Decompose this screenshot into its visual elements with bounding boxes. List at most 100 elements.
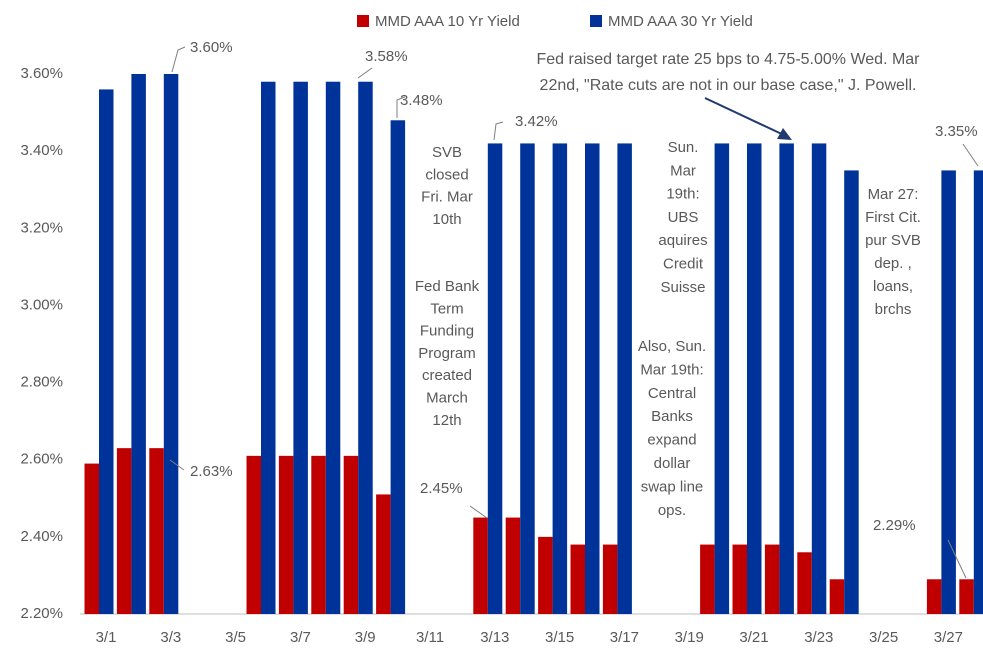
annotation: 22nd, "Rate cuts are not in our base cas… [540, 77, 917, 94]
bar [844, 170, 859, 614]
bar [246, 455, 261, 614]
x-tick-label: 3/9 [355, 629, 376, 646]
bar [764, 544, 780, 614]
bar [261, 81, 276, 614]
annotation: Program [418, 345, 476, 362]
data-label: 3.60% [190, 39, 233, 56]
bar [552, 143, 568, 614]
annotation: closed [425, 166, 468, 183]
bar [829, 579, 845, 614]
annotation: 12th [432, 412, 461, 429]
annotation: expand [647, 432, 696, 449]
y-tick-label: 3.20% [20, 219, 63, 236]
bar [585, 143, 600, 614]
y-tick-label: 3.60% [20, 65, 63, 82]
x-tick-label: 3/3 [160, 629, 181, 646]
bar [602, 544, 618, 614]
bar [99, 89, 114, 614]
y-tick-label: 2.40% [20, 528, 63, 545]
x-tick-label: 3/19 [675, 629, 704, 646]
y-tick-label: 2.20% [20, 605, 63, 622]
annotation: brchs [875, 301, 912, 318]
annotation: aquires [658, 232, 707, 249]
bar [779, 143, 794, 614]
bar [732, 544, 747, 614]
annotation: Credit [663, 255, 704, 272]
y-tick-label: 2.80% [20, 374, 63, 391]
annotation: Mar 19th: [640, 361, 703, 378]
y-tick-label: 3.00% [20, 296, 63, 313]
bar [325, 81, 341, 614]
bar [520, 143, 535, 614]
x-tick-label: 3/21 [739, 629, 768, 646]
bar [617, 143, 632, 614]
bar [714, 143, 730, 614]
x-tick-label: 3/17 [610, 629, 639, 646]
bar [973, 170, 983, 614]
annotation: Also, Sun. [638, 338, 706, 355]
annotation: loans, [873, 278, 913, 295]
leader-line [469, 505, 488, 519]
x-tick-label: 3/5 [225, 629, 246, 646]
x-tick-label: 3/25 [869, 629, 898, 646]
x-tick-label: 3/15 [545, 629, 574, 646]
annotation-arrow [704, 97, 787, 137]
annotation: Term [430, 300, 463, 317]
annotation: Central [648, 385, 696, 402]
legend-swatch [590, 15, 602, 27]
y-tick-label: 2.60% [20, 451, 63, 468]
bar [343, 455, 359, 614]
x-tick-label: 3/11 [416, 629, 444, 646]
bar [811, 143, 827, 614]
annotation: First Cit. [865, 209, 921, 226]
x-tick-label: 3/27 [934, 629, 963, 646]
annotation: Sun. [668, 139, 699, 156]
annotation: ops. [658, 502, 686, 519]
bar [293, 81, 308, 614]
bar [116, 448, 132, 614]
bar [376, 494, 391, 614]
data-label: 2.45% [420, 480, 463, 497]
bar [149, 448, 164, 614]
annotation: SVB [432, 144, 462, 161]
annotation: UBS [668, 209, 699, 226]
legend-label: MMD AAA 30 Yr Yield [608, 13, 753, 30]
bar [358, 81, 373, 614]
x-tick-label: 3/1 [96, 629, 117, 646]
data-label: 3.35% [935, 123, 978, 140]
bar [473, 517, 488, 614]
data-label: 3.42% [515, 113, 558, 130]
annotation: Fed Bank [415, 278, 480, 295]
annotation: Mar 27: [868, 186, 919, 203]
bar [131, 74, 146, 614]
y-tick-label: 3.40% [20, 142, 63, 159]
annotation: Suisse [660, 279, 705, 296]
annotation: swap line [641, 478, 704, 495]
bar [747, 143, 762, 614]
arrow-head [777, 128, 792, 140]
bar [278, 455, 294, 614]
legend-label: MMD AAA 10 Yr Yield [375, 13, 520, 30]
bar [163, 74, 179, 614]
data-label: 3.58% [365, 48, 408, 65]
data-label: 2.29% [873, 517, 916, 534]
annotation: 10th [432, 211, 461, 228]
annotation: Banks [651, 408, 693, 425]
leader-line [396, 96, 406, 118]
leader-line [947, 539, 967, 579]
bar [797, 552, 812, 614]
x-tick-label: 3/7 [290, 629, 311, 646]
annotation: Mar [670, 162, 696, 179]
annotation: created [422, 367, 472, 384]
bar [941, 170, 956, 614]
annotation: March [426, 389, 468, 406]
annotation: pur SVB [865, 232, 921, 249]
leader-line [493, 121, 504, 141]
annotation: dollar [654, 455, 691, 472]
bar [311, 455, 326, 614]
leader-line [962, 143, 979, 167]
bar [700, 544, 715, 614]
data-label: 3.48% [400, 92, 443, 109]
bar [538, 536, 553, 614]
